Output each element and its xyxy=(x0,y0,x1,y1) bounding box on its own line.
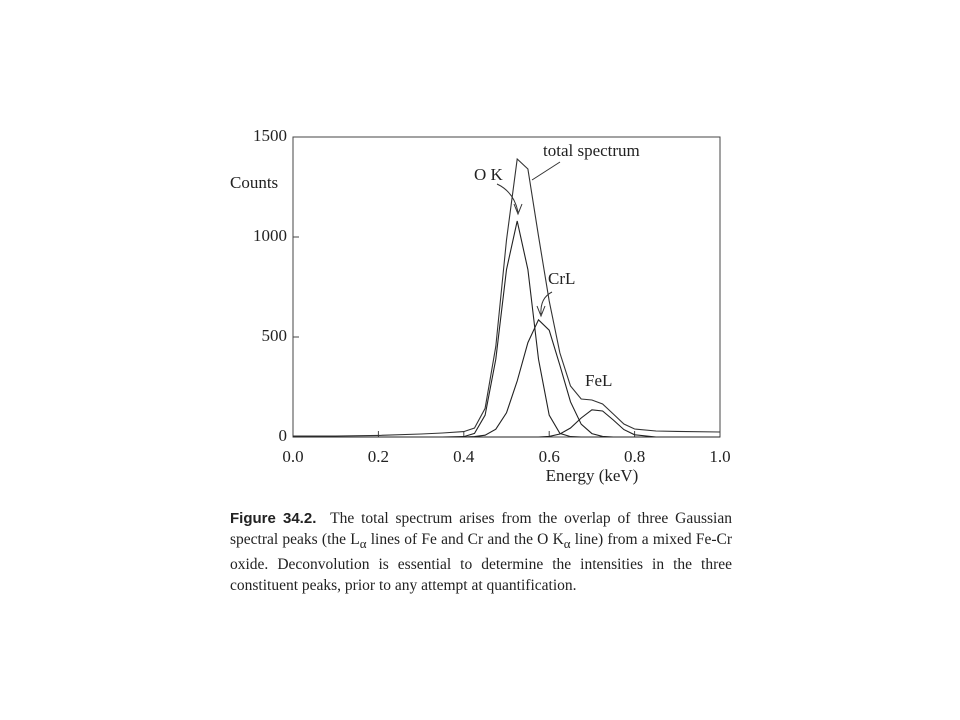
y-tick-label: 1500 xyxy=(253,126,287,145)
arrow-head xyxy=(513,203,523,216)
series-label: O K xyxy=(474,165,504,184)
arrow-head xyxy=(536,305,546,318)
series-line xyxy=(293,318,720,438)
caption-text: lines of Fe and Cr and the O K xyxy=(366,531,564,548)
x-tick-label: 0.2 xyxy=(368,447,389,466)
x-axis-label: Energy (keV) xyxy=(546,466,639,485)
x-tick-label: 0.0 xyxy=(282,447,303,466)
series-label: total spectrum xyxy=(543,141,640,160)
x-tick-label: 0.6 xyxy=(539,447,560,466)
leader-line xyxy=(496,183,519,213)
caption-subscript: α xyxy=(359,536,367,552)
series-label: CrL xyxy=(548,269,575,288)
caption-text: line) from a mixed Fe-Cr oxide. Deconvol… xyxy=(230,531,732,595)
caption-subscript: α xyxy=(563,536,571,552)
series-line xyxy=(293,409,720,438)
y-axis-label: Counts xyxy=(230,173,278,192)
chart: Counts Energy (keV) 0 500 1000 1500 0.0 0.2 0.… xyxy=(230,126,731,485)
caption-text: The total spectrum arises from the overl… xyxy=(230,510,732,548)
plot-frame xyxy=(292,136,721,438)
caption-label: Figure 34.2. xyxy=(230,510,317,527)
caption: Figure 34.2. The total spectrum arises f… xyxy=(230,508,732,596)
leader-line xyxy=(540,291,553,315)
x-tick-label: 0.4 xyxy=(453,447,475,466)
y-tick-label: 1000 xyxy=(253,226,287,245)
series-line xyxy=(293,220,720,438)
series-line xyxy=(293,157,721,437)
series-label: FeL xyxy=(585,371,612,390)
x-tick-label: 1.0 xyxy=(709,447,730,466)
x-tick-label: 0.8 xyxy=(624,447,645,466)
y-tick-label: 0 xyxy=(279,426,288,445)
leader-line xyxy=(531,161,561,181)
y-tick-label: 500 xyxy=(262,326,288,345)
